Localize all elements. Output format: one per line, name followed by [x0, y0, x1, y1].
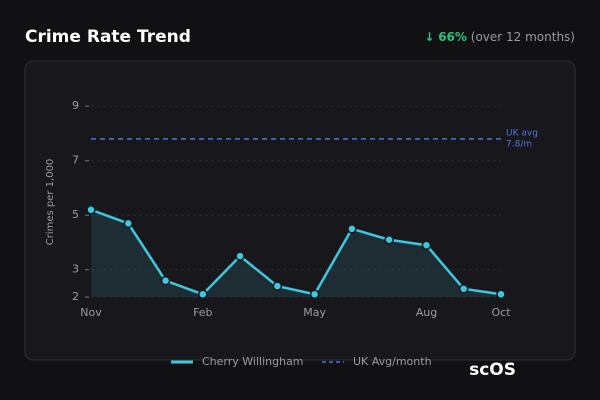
- point: [86, 205, 96, 215]
- title: Crime Rate Trend: [25, 27, 191, 47]
- y-tick-label: 5: [72, 208, 79, 221]
- x-tick-label: Aug: [416, 306, 437, 319]
- point: [272, 281, 283, 291]
- x-tick-label: Nov: [80, 306, 102, 319]
- point: [160, 275, 171, 286]
- change: ↓ 66% (over 12 months): [424, 30, 575, 44]
- point: [198, 289, 208, 300]
- y-tick-label: 7: [72, 154, 79, 167]
- point: [123, 218, 134, 229]
- reference-label: 7.8/m: [506, 139, 532, 149]
- change-arrow: ↓: [424, 30, 434, 44]
- change-period: (over 12 months): [471, 30, 575, 44]
- point: [458, 284, 469, 294]
- y-tick-label: 3: [72, 263, 79, 276]
- x-tick-label: May: [303, 306, 326, 319]
- point: [347, 224, 357, 234]
- point: [496, 289, 506, 300]
- point: [235, 251, 245, 261]
- point: [384, 235, 394, 245]
- x-tick-label: Oct: [491, 306, 511, 319]
- x-tick-label: Feb: [193, 306, 212, 319]
- reference-label: UK avg: [506, 128, 538, 138]
- legend-label: UK Avg/month: [353, 355, 432, 368]
- y-tick-label: 9: [72, 99, 79, 112]
- change-value: 66%: [438, 30, 467, 44]
- point: [309, 289, 320, 300]
- point: [421, 240, 432, 250]
- legend-label: Cherry Willingham: [202, 355, 304, 368]
- y-tick-label: 2: [72, 290, 79, 303]
- area: [91, 209, 501, 297]
- card: [24, 60, 576, 361]
- logo: scOS: [469, 360, 516, 380]
- line: [90, 208, 502, 296]
- y-axis-label: Crimes per 1,000: [45, 159, 56, 246]
